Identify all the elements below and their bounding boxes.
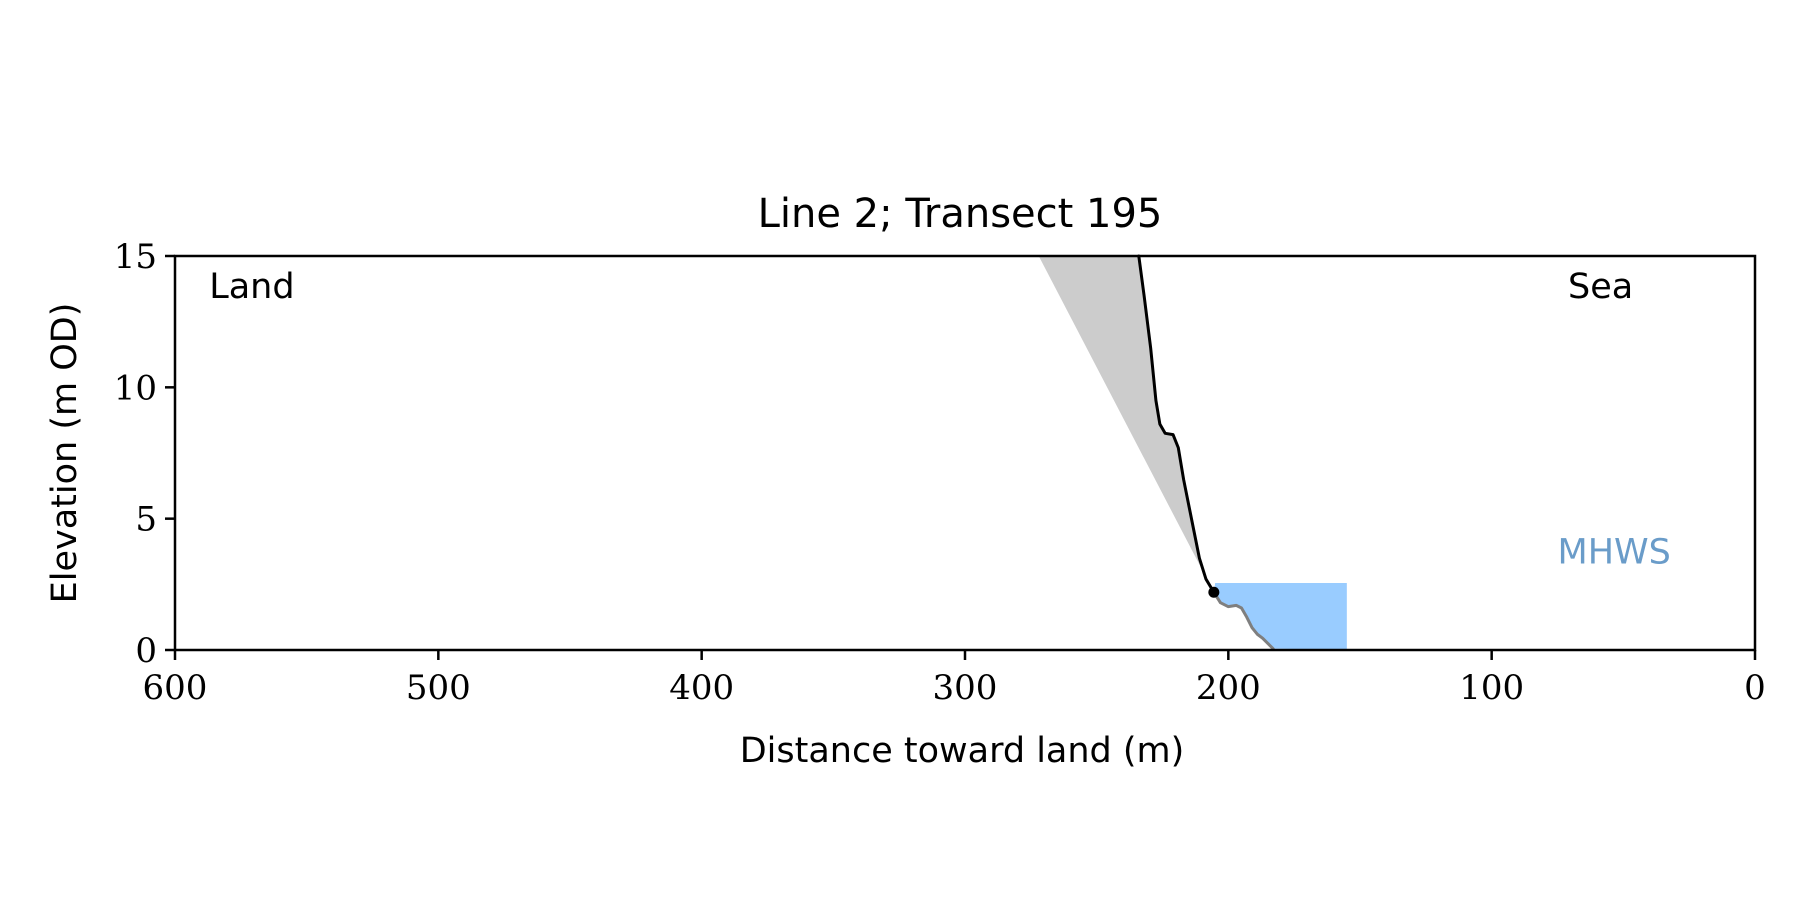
profile-line-lower xyxy=(1212,590,1275,651)
plot-area xyxy=(1038,254,1347,651)
y-tick-label: 0 xyxy=(135,631,157,671)
x-tick-label: 300 xyxy=(933,668,998,708)
x-tick-label: 200 xyxy=(1196,668,1261,708)
x-tick-label: 0 xyxy=(1744,668,1766,708)
y-tick-label: 15 xyxy=(114,237,157,277)
x-axis-ticks: 600 500 400 300 200 100 0 xyxy=(143,650,1766,708)
x-tick-label: 500 xyxy=(406,668,471,708)
x-tick-label: 600 xyxy=(143,668,208,708)
y-tick-label: 5 xyxy=(135,500,157,540)
y-axis-label: Elevation (m OD) xyxy=(45,303,85,604)
y-tick-label: 10 xyxy=(114,368,157,408)
annotations: Land Sea MHWS xyxy=(209,267,1671,572)
profile-line-upper xyxy=(1137,254,1216,594)
x-tick-label: 400 xyxy=(669,668,734,708)
x-axis-label: Distance toward land (m) xyxy=(740,731,1185,771)
annotation-sea: Sea xyxy=(1568,267,1633,307)
y-axis-ticks: 0 5 10 15 xyxy=(114,237,175,671)
annotation-land: Land xyxy=(209,267,294,307)
annotation-mhws: MHWS xyxy=(1558,532,1671,572)
mhws-water-fill xyxy=(1213,583,1347,650)
chart-title: Line 2; Transect 195 xyxy=(758,191,1163,237)
plot-frame xyxy=(173,254,1757,652)
x-tick-label: 100 xyxy=(1459,668,1524,708)
eroded-area-wedge xyxy=(1038,256,1214,593)
profile-break-point xyxy=(1208,586,1220,598)
